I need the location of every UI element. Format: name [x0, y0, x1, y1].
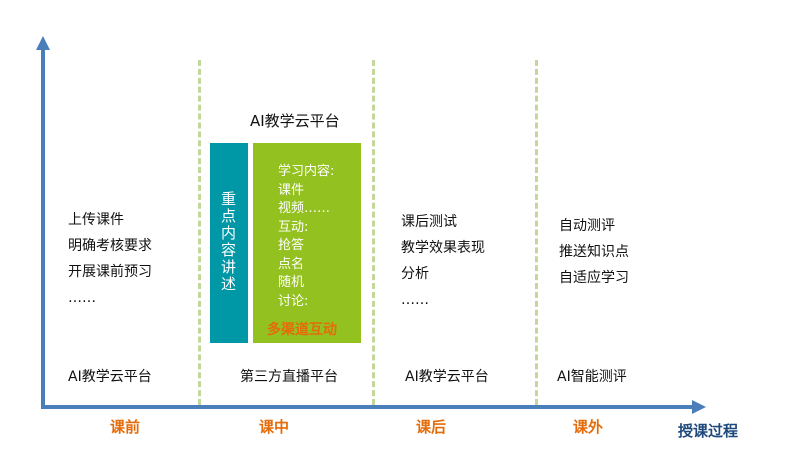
- platform-label: AI教学云平台: [405, 369, 489, 385]
- list-item: 自适应学习: [559, 270, 629, 286]
- list-item: 学习内容:: [278, 164, 335, 179]
- platform-label: AI智能测评: [557, 369, 627, 385]
- list-item: 开展课前预习: [68, 264, 152, 280]
- phase-label: 课外: [573, 418, 604, 436]
- list-item: 抢答: [278, 238, 305, 253]
- list-item: 教学效果表现: [401, 240, 485, 256]
- divider: [198, 60, 201, 405]
- lecture-label: 重点内容讲述: [221, 190, 237, 293]
- phase-label: 课后: [416, 418, 447, 436]
- list-item: 互动:: [278, 219, 309, 235]
- lecture-box: 重点内容讲述: [210, 143, 248, 343]
- list-item: 分析: [401, 266, 429, 282]
- list-item: 课后测试: [401, 214, 457, 230]
- interaction-box: 学习内容: 课件 视频…… 互动: 抢答 点名 随机 讨论: 多渠道互动: [253, 143, 361, 343]
- list-item: 自动测评: [559, 218, 615, 234]
- phase-label: 课中: [259, 418, 290, 436]
- phase-label: 课前: [110, 418, 141, 436]
- list-item: 推送知识点: [559, 244, 629, 260]
- platform-label: AI教学云平台: [68, 369, 152, 385]
- divider: [535, 60, 538, 405]
- divider: [372, 60, 375, 405]
- platform-label: AI教学云平台: [250, 112, 340, 130]
- list-item: 讨论:: [278, 293, 309, 309]
- y-axis-arrow-icon: [36, 36, 50, 50]
- list-item: 上传课件: [68, 212, 124, 228]
- list-item: 点名: [278, 256, 305, 272]
- x-axis-arrow-icon: [692, 400, 706, 414]
- post-class-items: 课后测试 教学效果表现 分析 ……: [401, 209, 485, 313]
- platform-label: 第三方直播平台: [240, 369, 338, 385]
- list-item: ……: [68, 290, 96, 306]
- list-item: 随机: [278, 275, 305, 290]
- axis-label: 授课过程: [678, 422, 739, 440]
- list-item: 课件: [278, 182, 305, 198]
- pre-class-items: 上传课件 明确考核要求 开展课前预习 ……: [68, 207, 152, 311]
- interaction-title: 多渠道互动: [267, 322, 337, 338]
- list-item: 明确考核要求: [68, 238, 152, 254]
- list-item: 视频……: [278, 201, 331, 216]
- extracurricular-items: 自动测评 推送知识点 自适应学习: [559, 213, 629, 291]
- list-item: ……: [401, 292, 429, 308]
